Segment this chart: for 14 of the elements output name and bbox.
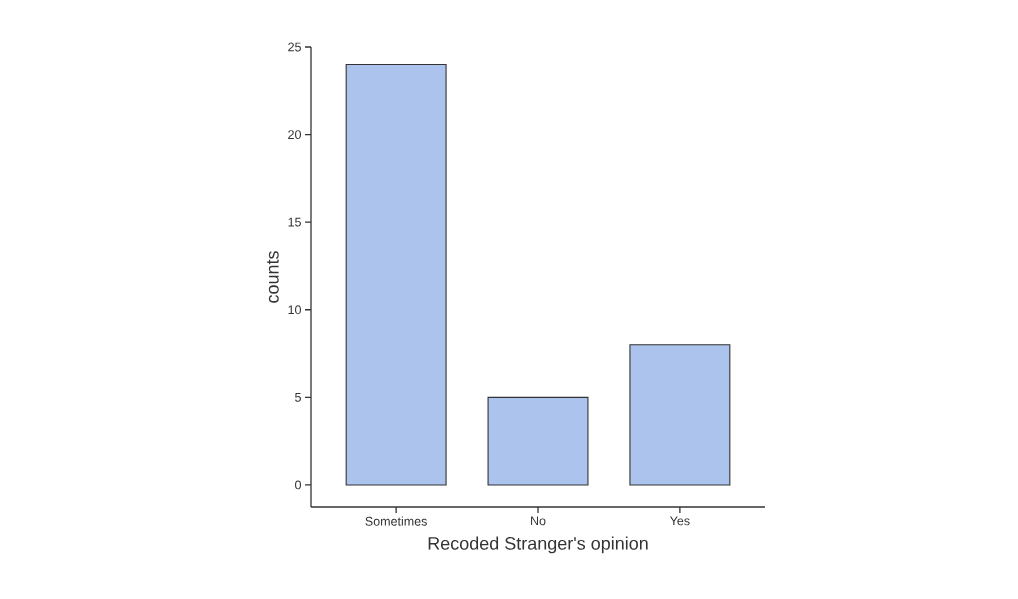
y-tick-label: 25 <box>288 42 301 52</box>
x-tick-label: Yes <box>669 516 690 526</box>
x-tick-label: No <box>531 516 546 526</box>
y-tick-label: 20 <box>288 130 301 140</box>
bar <box>629 344 731 486</box>
y-tick-label: 15 <box>288 217 301 227</box>
y-tick-label: 10 <box>288 305 301 315</box>
y-tick-label: 0 <box>295 480 301 490</box>
y-axis-title: counts <box>266 251 279 303</box>
bar <box>345 63 447 486</box>
x-axis-title: Recoded Stranger's opinion <box>428 536 648 554</box>
x-tick-label: Sometimes <box>365 516 427 526</box>
y-tick-label: 5 <box>295 392 301 402</box>
bar <box>487 396 589 486</box>
